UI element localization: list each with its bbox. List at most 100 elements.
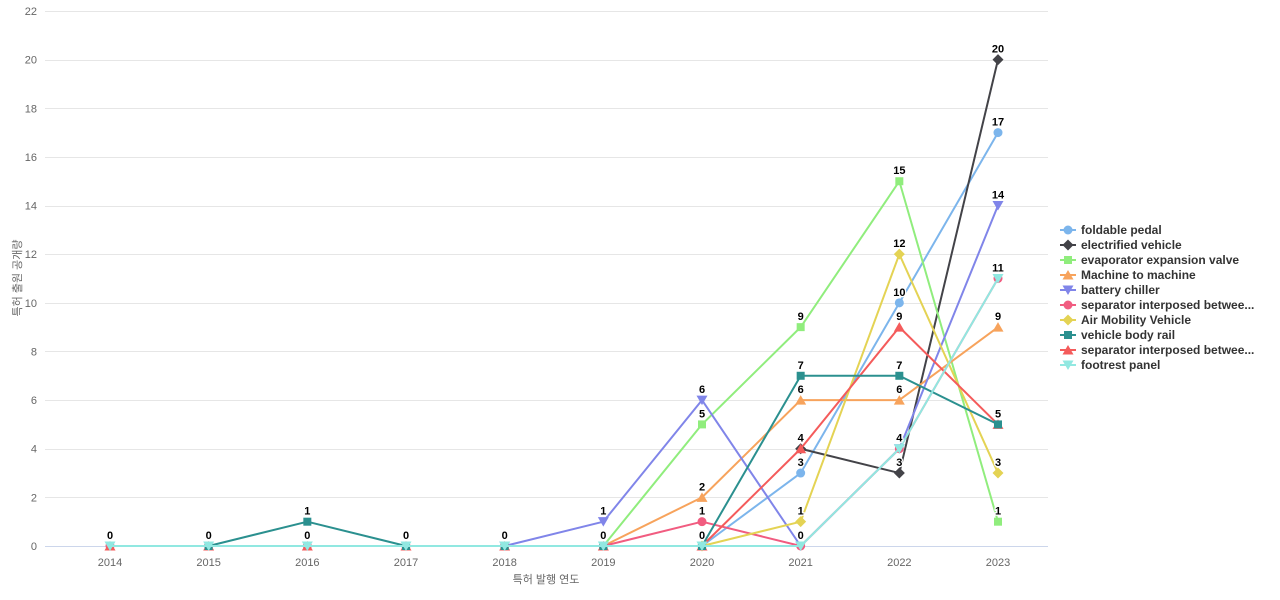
series-line bbox=[503, 204, 999, 547]
data-label: 0 bbox=[798, 530, 804, 542]
x-tick-label: 2020 bbox=[690, 557, 714, 569]
data-label: 1 bbox=[304, 506, 310, 518]
legend: foldable pedal electrified vehicle evapora… bbox=[1060, 222, 1278, 372]
point-vehicle-body-rail-2023[interactable] bbox=[994, 420, 1002, 429]
legend-item-electrified-vehicle[interactable]: electrified vehicle bbox=[1060, 237, 1278, 252]
point-footrest-panel-2021[interactable] bbox=[795, 541, 807, 552]
legend-item-machine-to-machine[interactable]: Machine to machine bbox=[1060, 267, 1278, 282]
x-tick-label: 2022 bbox=[887, 557, 911, 569]
y-tick-label: 20 bbox=[25, 55, 37, 67]
legend-item-separator-interposed-betwee[interactable]: separator interposed betwee... bbox=[1060, 297, 1278, 312]
legend-triangle-icon bbox=[1060, 269, 1076, 279]
legend-triangle-down-icon bbox=[1060, 285, 1076, 295]
legend-marker bbox=[1062, 360, 1074, 370]
legend-item-label: vehicle body rail bbox=[1081, 327, 1176, 342]
data-label: 9 bbox=[995, 311, 1001, 323]
legend-item-air-mobility-vehicle[interactable]: Air Mobility Vehicle bbox=[1060, 312, 1278, 327]
legend-marker bbox=[1064, 330, 1072, 339]
point-separator-interposed-betwee-2022[interactable] bbox=[893, 322, 905, 332]
data-label: 7 bbox=[896, 360, 902, 372]
point-machine-to-machine-2021[interactable] bbox=[795, 395, 807, 405]
point-machine-to-machine-2023[interactable] bbox=[992, 322, 1004, 332]
point-footrest-panel-2023[interactable] bbox=[992, 274, 1004, 284]
point-footrest-panel-2017[interactable] bbox=[400, 541, 412, 552]
legend-triangle-down-icon bbox=[1060, 360, 1076, 370]
data-label: 0 bbox=[304, 530, 310, 542]
series-lines bbox=[104, 54, 1004, 552]
legend-item-label: separator interposed betwee... bbox=[1081, 297, 1255, 312]
point-footrest-panel-2018[interactable] bbox=[499, 541, 511, 552]
legend-circle-icon bbox=[1060, 225, 1076, 234]
x-tick-label: 2015 bbox=[196, 557, 220, 569]
legend-marker bbox=[1063, 225, 1073, 234]
legend-item-foldable-pedal[interactable]: foldable pedal bbox=[1060, 222, 1278, 237]
y-axis-title: 특허 출원 공개량 bbox=[11, 240, 24, 317]
point-air-mobility-vehicle-2022[interactable] bbox=[893, 248, 905, 260]
series-line bbox=[109, 277, 999, 547]
y-tick-label: 6 bbox=[31, 395, 37, 407]
point-footrest-panel-2020[interactable] bbox=[696, 541, 708, 552]
y-tick-label: 18 bbox=[25, 103, 37, 115]
data-label: 11 bbox=[992, 263, 1004, 275]
series-foldable-pedal bbox=[697, 128, 1003, 551]
series-separator-interposed-betwee bbox=[105, 274, 1003, 551]
point-footrest-panel-2022[interactable] bbox=[893, 444, 905, 454]
x-tick-label: 2016 bbox=[295, 557, 319, 569]
legend-item-label: foldable pedal bbox=[1081, 222, 1162, 237]
legend-item-label: Machine to machine bbox=[1081, 267, 1196, 282]
legend-marker bbox=[1062, 269, 1074, 279]
gridlines bbox=[45, 11, 1048, 547]
point-foldable-pedal-2023[interactable] bbox=[993, 128, 1003, 138]
legend-item-label: Air Mobility Vehicle bbox=[1081, 312, 1192, 327]
point-evaporator-expansion-valve-2023[interactable] bbox=[994, 517, 1002, 526]
legend-marker bbox=[1062, 314, 1074, 325]
legend-circle-icon bbox=[1060, 300, 1076, 309]
data-label: 7 bbox=[798, 360, 804, 372]
series-footrest-panel bbox=[104, 274, 1004, 552]
data-label: 9 bbox=[798, 311, 804, 323]
legend-marker bbox=[1062, 239, 1074, 250]
legend-item-vehicle-body-rail[interactable]: vehicle body rail bbox=[1060, 327, 1278, 342]
y-tick-label: 16 bbox=[25, 152, 37, 164]
legend-item-label: battery chiller bbox=[1081, 282, 1160, 297]
point-evaporator-expansion-valve-2021[interactable] bbox=[796, 323, 805, 332]
point-separator-interposed-betwee-2020[interactable] bbox=[697, 517, 707, 527]
data-label: 6 bbox=[699, 384, 705, 396]
point-footrest-panel-2014[interactable] bbox=[104, 541, 116, 552]
point-foldable-pedal-2022[interactable] bbox=[894, 298, 904, 308]
point-battery-chiller-2019[interactable] bbox=[597, 517, 609, 527]
point-air-mobility-vehicle-2023[interactable] bbox=[992, 467, 1004, 479]
legend-item-label: footrest panel bbox=[1081, 357, 1161, 372]
point-battery-chiller-2020[interactable] bbox=[696, 395, 708, 406]
legend-square-icon bbox=[1060, 255, 1076, 264]
point-electrified-vehicle-2022[interactable] bbox=[893, 467, 905, 479]
point-electrified-vehicle-2023[interactable] bbox=[992, 54, 1004, 66]
legend-marker bbox=[1062, 344, 1074, 354]
legend-item-evaporator-expansion-valve[interactable]: evaporator expansion valve bbox=[1060, 252, 1278, 267]
point-footrest-panel-2016[interactable] bbox=[301, 541, 313, 552]
point-separator-interposed-betwee-2021[interactable] bbox=[795, 443, 807, 454]
y-tick-label: 2 bbox=[31, 492, 37, 504]
data-label: 3 bbox=[798, 457, 804, 469]
point-battery-chiller-2023[interactable] bbox=[992, 201, 1004, 211]
legend-item-footrest-panel[interactable]: footrest panel bbox=[1060, 357, 1278, 372]
point-foldable-pedal-2021[interactable] bbox=[796, 468, 806, 478]
data-label: 1 bbox=[995, 506, 1001, 518]
point-vehicle-body-rail-2022[interactable] bbox=[895, 371, 904, 380]
point-footrest-panel-2019[interactable] bbox=[597, 541, 609, 552]
point-vehicle-body-rail-2021[interactable] bbox=[796, 371, 805, 380]
legend-item-separator-interposed-betwee[interactable]: separator interposed betwee... bbox=[1060, 342, 1278, 357]
data-label: 0 bbox=[699, 530, 705, 542]
point-air-mobility-vehicle-2021[interactable] bbox=[795, 516, 807, 528]
point-evaporator-expansion-valve-2022[interactable] bbox=[895, 177, 904, 186]
y-tick-label: 0 bbox=[31, 541, 37, 553]
point-vehicle-body-rail-2016[interactable] bbox=[303, 517, 312, 526]
point-footrest-panel-2015[interactable] bbox=[203, 541, 215, 552]
point-machine-to-machine-2022[interactable] bbox=[893, 395, 905, 405]
legend-item-battery-chiller[interactable]: battery chiller bbox=[1060, 282, 1278, 297]
point-evaporator-expansion-valve-2020[interactable] bbox=[698, 420, 706, 429]
point-machine-to-machine-2020[interactable] bbox=[696, 492, 708, 502]
